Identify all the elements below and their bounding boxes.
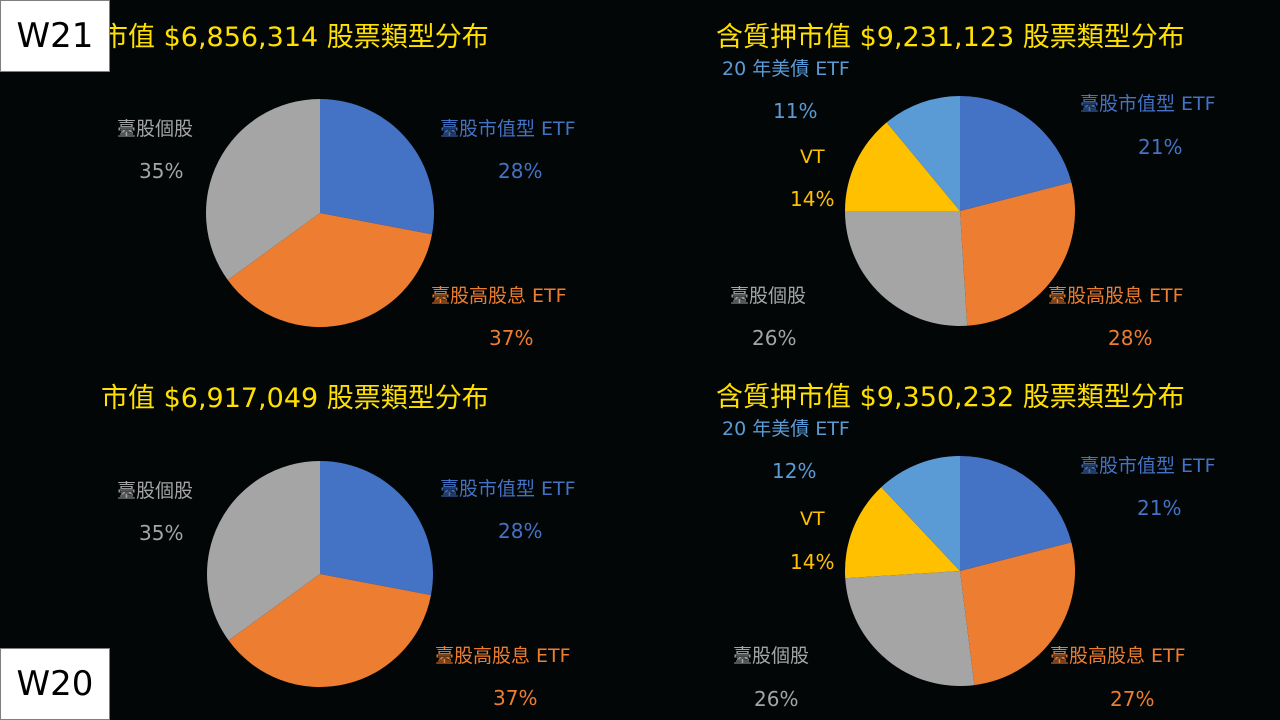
chart-title-w20-market: 市值 $6,917,049 股票類型分布 — [101, 383, 489, 414]
pie-slice — [886, 96, 960, 211]
pct-tw-market-etf: 21% — [1137, 496, 1182, 520]
label-tw-stocks: 臺股個股 — [733, 645, 810, 667]
week-badge-w20: W20 — [0, 648, 110, 720]
label-tw-dividend-etf: 臺股高股息 ETF — [1048, 285, 1184, 307]
pie-slice — [845, 211, 968, 326]
label-tw-market-etf: 臺股市值型 ETF — [440, 118, 576, 140]
pct-tw-market-etf: 28% — [498, 159, 543, 183]
pct-us-treasury-etf: 11% — [773, 99, 818, 123]
pct-tw-market-etf: 21% — [1138, 135, 1183, 159]
pct-tw-stocks: 26% — [752, 326, 797, 350]
pct-us-treasury-etf: 12% — [772, 459, 817, 483]
pie-slice — [320, 461, 434, 596]
pct-tw-stocks: 26% — [754, 687, 799, 711]
pct-vt: 14% — [790, 550, 835, 574]
week-badge-w21: W21 — [0, 0, 110, 72]
label-vt: VT — [800, 508, 825, 530]
pct-vt: 14% — [790, 187, 835, 211]
pct-tw-stocks: 35% — [139, 521, 184, 545]
label-tw-dividend-etf: 臺股高股息 ETF — [1050, 645, 1186, 667]
label-tw-market-etf: 臺股市值型 ETF — [1080, 455, 1216, 477]
pct-tw-market-etf: 28% — [498, 519, 543, 543]
chart-title-w20-pledge: 含質押市值 $9,350,232 股票類型分布 — [716, 382, 1185, 413]
pie-slice — [960, 542, 1075, 686]
pie-slice — [206, 99, 320, 281]
pie-slice — [845, 571, 975, 686]
pct-tw-stocks: 35% — [139, 159, 184, 183]
pct-tw-dividend-etf: 28% — [1108, 326, 1153, 350]
label-tw-dividend-etf: 臺股高股息 ETF — [435, 645, 571, 667]
pie-slice — [207, 461, 320, 641]
pct-tw-dividend-etf: 37% — [493, 686, 538, 710]
pie-slice — [845, 487, 960, 579]
pie-slice — [320, 99, 434, 235]
label-vt: VT — [800, 146, 825, 168]
label-tw-dividend-etf: 臺股高股息 ETF — [431, 285, 567, 307]
pie-slice — [960, 456, 1072, 571]
label-tw-stocks: 臺股個股 — [117, 118, 194, 140]
label-us-treasury-etf: 20 年美債 ETF — [722, 418, 850, 440]
pie-slice — [960, 96, 1072, 211]
chart-title-w21-market: 市值 $6,856,314 股票類型分布 — [101, 22, 489, 53]
chart-title-w21-pledge: 含質押市值 $9,231,123 股票類型分布 — [716, 22, 1185, 53]
pct-tw-dividend-etf: 37% — [489, 326, 534, 350]
pie-slice — [960, 182, 1075, 326]
pie-slice — [845, 122, 960, 211]
pie-slice — [228, 574, 431, 688]
label-tw-market-etf: 臺股市值型 ETF — [1080, 93, 1216, 115]
label-tw-stocks: 臺股個股 — [117, 480, 194, 502]
pie-slice — [881, 456, 960, 571]
label-tw-market-etf: 臺股市值型 ETF — [440, 478, 576, 500]
label-us-treasury-etf: 20 年美債 ETF — [722, 58, 850, 80]
pie-slice — [227, 213, 432, 327]
label-tw-stocks: 臺股個股 — [730, 285, 807, 307]
pct-tw-dividend-etf: 27% — [1110, 687, 1155, 711]
